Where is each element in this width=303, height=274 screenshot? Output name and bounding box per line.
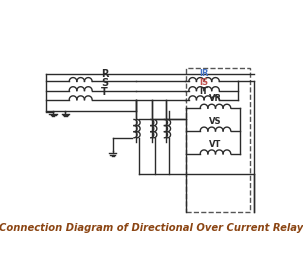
Text: VR: VR (209, 94, 222, 103)
Text: R: R (101, 69, 109, 79)
Text: VT: VT (209, 140, 222, 149)
Text: IR: IR (199, 69, 209, 78)
Text: IT: IT (200, 87, 208, 96)
Text: Connection Diagram of Directional Over Current Relay: Connection Diagram of Directional Over C… (0, 223, 303, 233)
Text: T: T (101, 87, 108, 97)
Text: S: S (101, 78, 108, 88)
Text: IS: IS (200, 78, 208, 87)
Text: VS: VS (209, 117, 222, 126)
